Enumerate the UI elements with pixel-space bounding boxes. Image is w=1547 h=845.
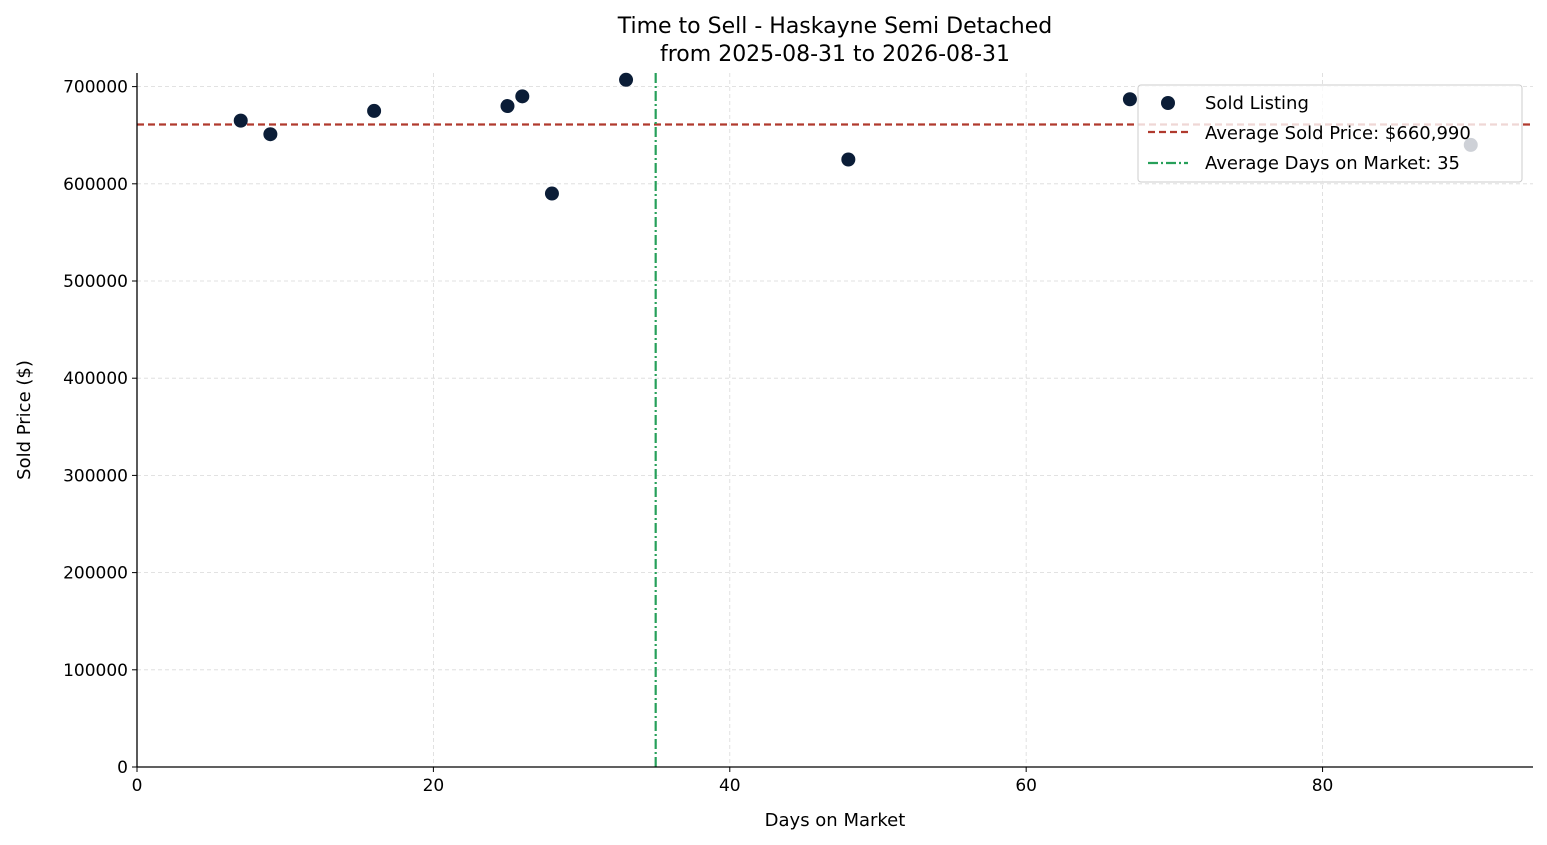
legend-label-average-price: Average Sold Price: $660,990: [1205, 123, 1471, 144]
y-tick-label: 100000: [63, 661, 128, 681]
legend: Sold Listing Average Sold Price: $660,99…: [1137, 84, 1523, 183]
data-point: [500, 99, 515, 114]
y-tick-label: 400000: [63, 369, 128, 389]
data-point: [1122, 92, 1137, 107]
x-axis-label: Days on Market: [765, 810, 906, 831]
data-point: [841, 152, 856, 167]
y-tick-label: 500000: [63, 272, 128, 292]
y-tick-label: 0: [117, 758, 128, 778]
x-tick-label: 0: [132, 776, 143, 796]
data-point: [544, 186, 559, 201]
x-tick-label: 80: [1312, 776, 1334, 796]
chart-subtitle: from 2025-08-31 to 2026-08-31: [660, 42, 1010, 67]
tick-labels: 0 20 40 60 80 0 100000 200000 300000 400000 500000…: [63, 78, 1333, 796]
y-tick-label: 300000: [63, 466, 128, 486]
x-tick-label: 60: [1015, 776, 1037, 796]
data-point: [619, 72, 634, 87]
reference-lines: [137, 73, 1533, 767]
data-point: [367, 103, 382, 118]
legend-box: [1137, 84, 1523, 183]
x-tick-label: 40: [719, 776, 741, 796]
y-tick-label: 200000: [63, 564, 128, 584]
axes: [132, 73, 1533, 772]
y-tick-label: 600000: [63, 175, 128, 195]
legend-label-average-days: Average Days on Market: 35: [1205, 153, 1460, 174]
legend-marker-sold-listing: [1161, 96, 1175, 110]
grid: [137, 73, 1533, 767]
legend-label-sold-listing: Sold Listing: [1205, 93, 1309, 114]
x-tick-label: 20: [423, 776, 445, 796]
data-point: [263, 127, 278, 142]
y-tick-label: 700000: [63, 78, 128, 98]
chart-title: Time to Sell - Haskayne Semi Detached: [617, 14, 1053, 39]
y-axis-label: Sold Price ($): [14, 360, 35, 480]
data-point: [515, 89, 530, 104]
data-point: [233, 113, 248, 128]
